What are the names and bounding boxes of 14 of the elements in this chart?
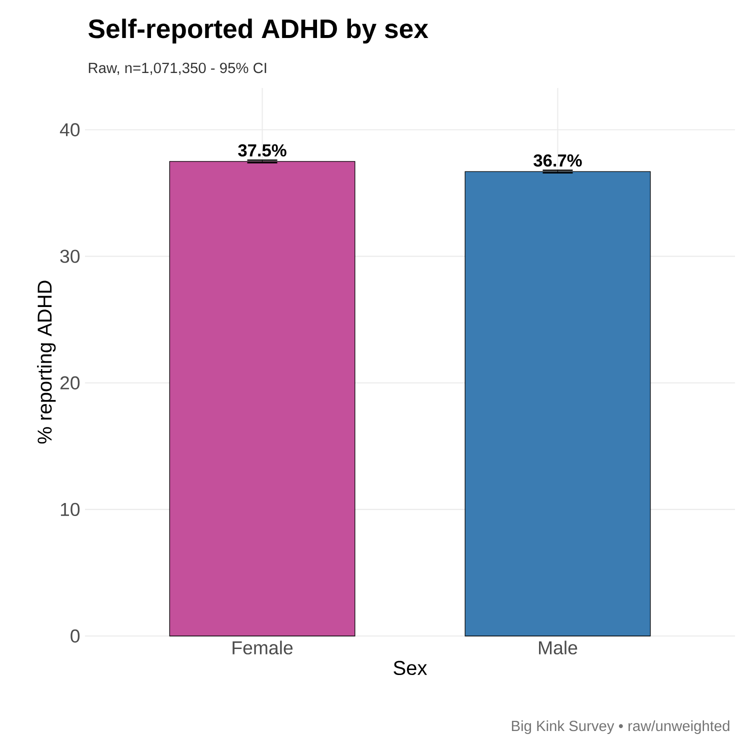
x-axis-title: Sex xyxy=(394,660,428,676)
y-axis-title: % reporting ADHD xyxy=(37,280,56,444)
data-label: 37.5% xyxy=(238,144,286,157)
y-tick-label: 30 xyxy=(60,250,80,263)
chart-subtitle: Raw, n=1,071,350 - 95% CI xyxy=(88,62,266,75)
y-tick-label: 20 xyxy=(60,376,80,390)
y-tick-label: 40 xyxy=(60,123,80,136)
text: Big Kink Survey • raw/unweighted xyxy=(512,720,730,734)
y-tick-label: 10 xyxy=(60,502,80,516)
x-tick-label: Female xyxy=(232,640,293,654)
chart-title: Self-reported ADHD by sex xyxy=(88,18,428,44)
y-tick-label: 0 xyxy=(70,629,80,643)
data-label: 36.7% xyxy=(534,154,582,167)
x-tick-label: Male xyxy=(539,640,578,654)
